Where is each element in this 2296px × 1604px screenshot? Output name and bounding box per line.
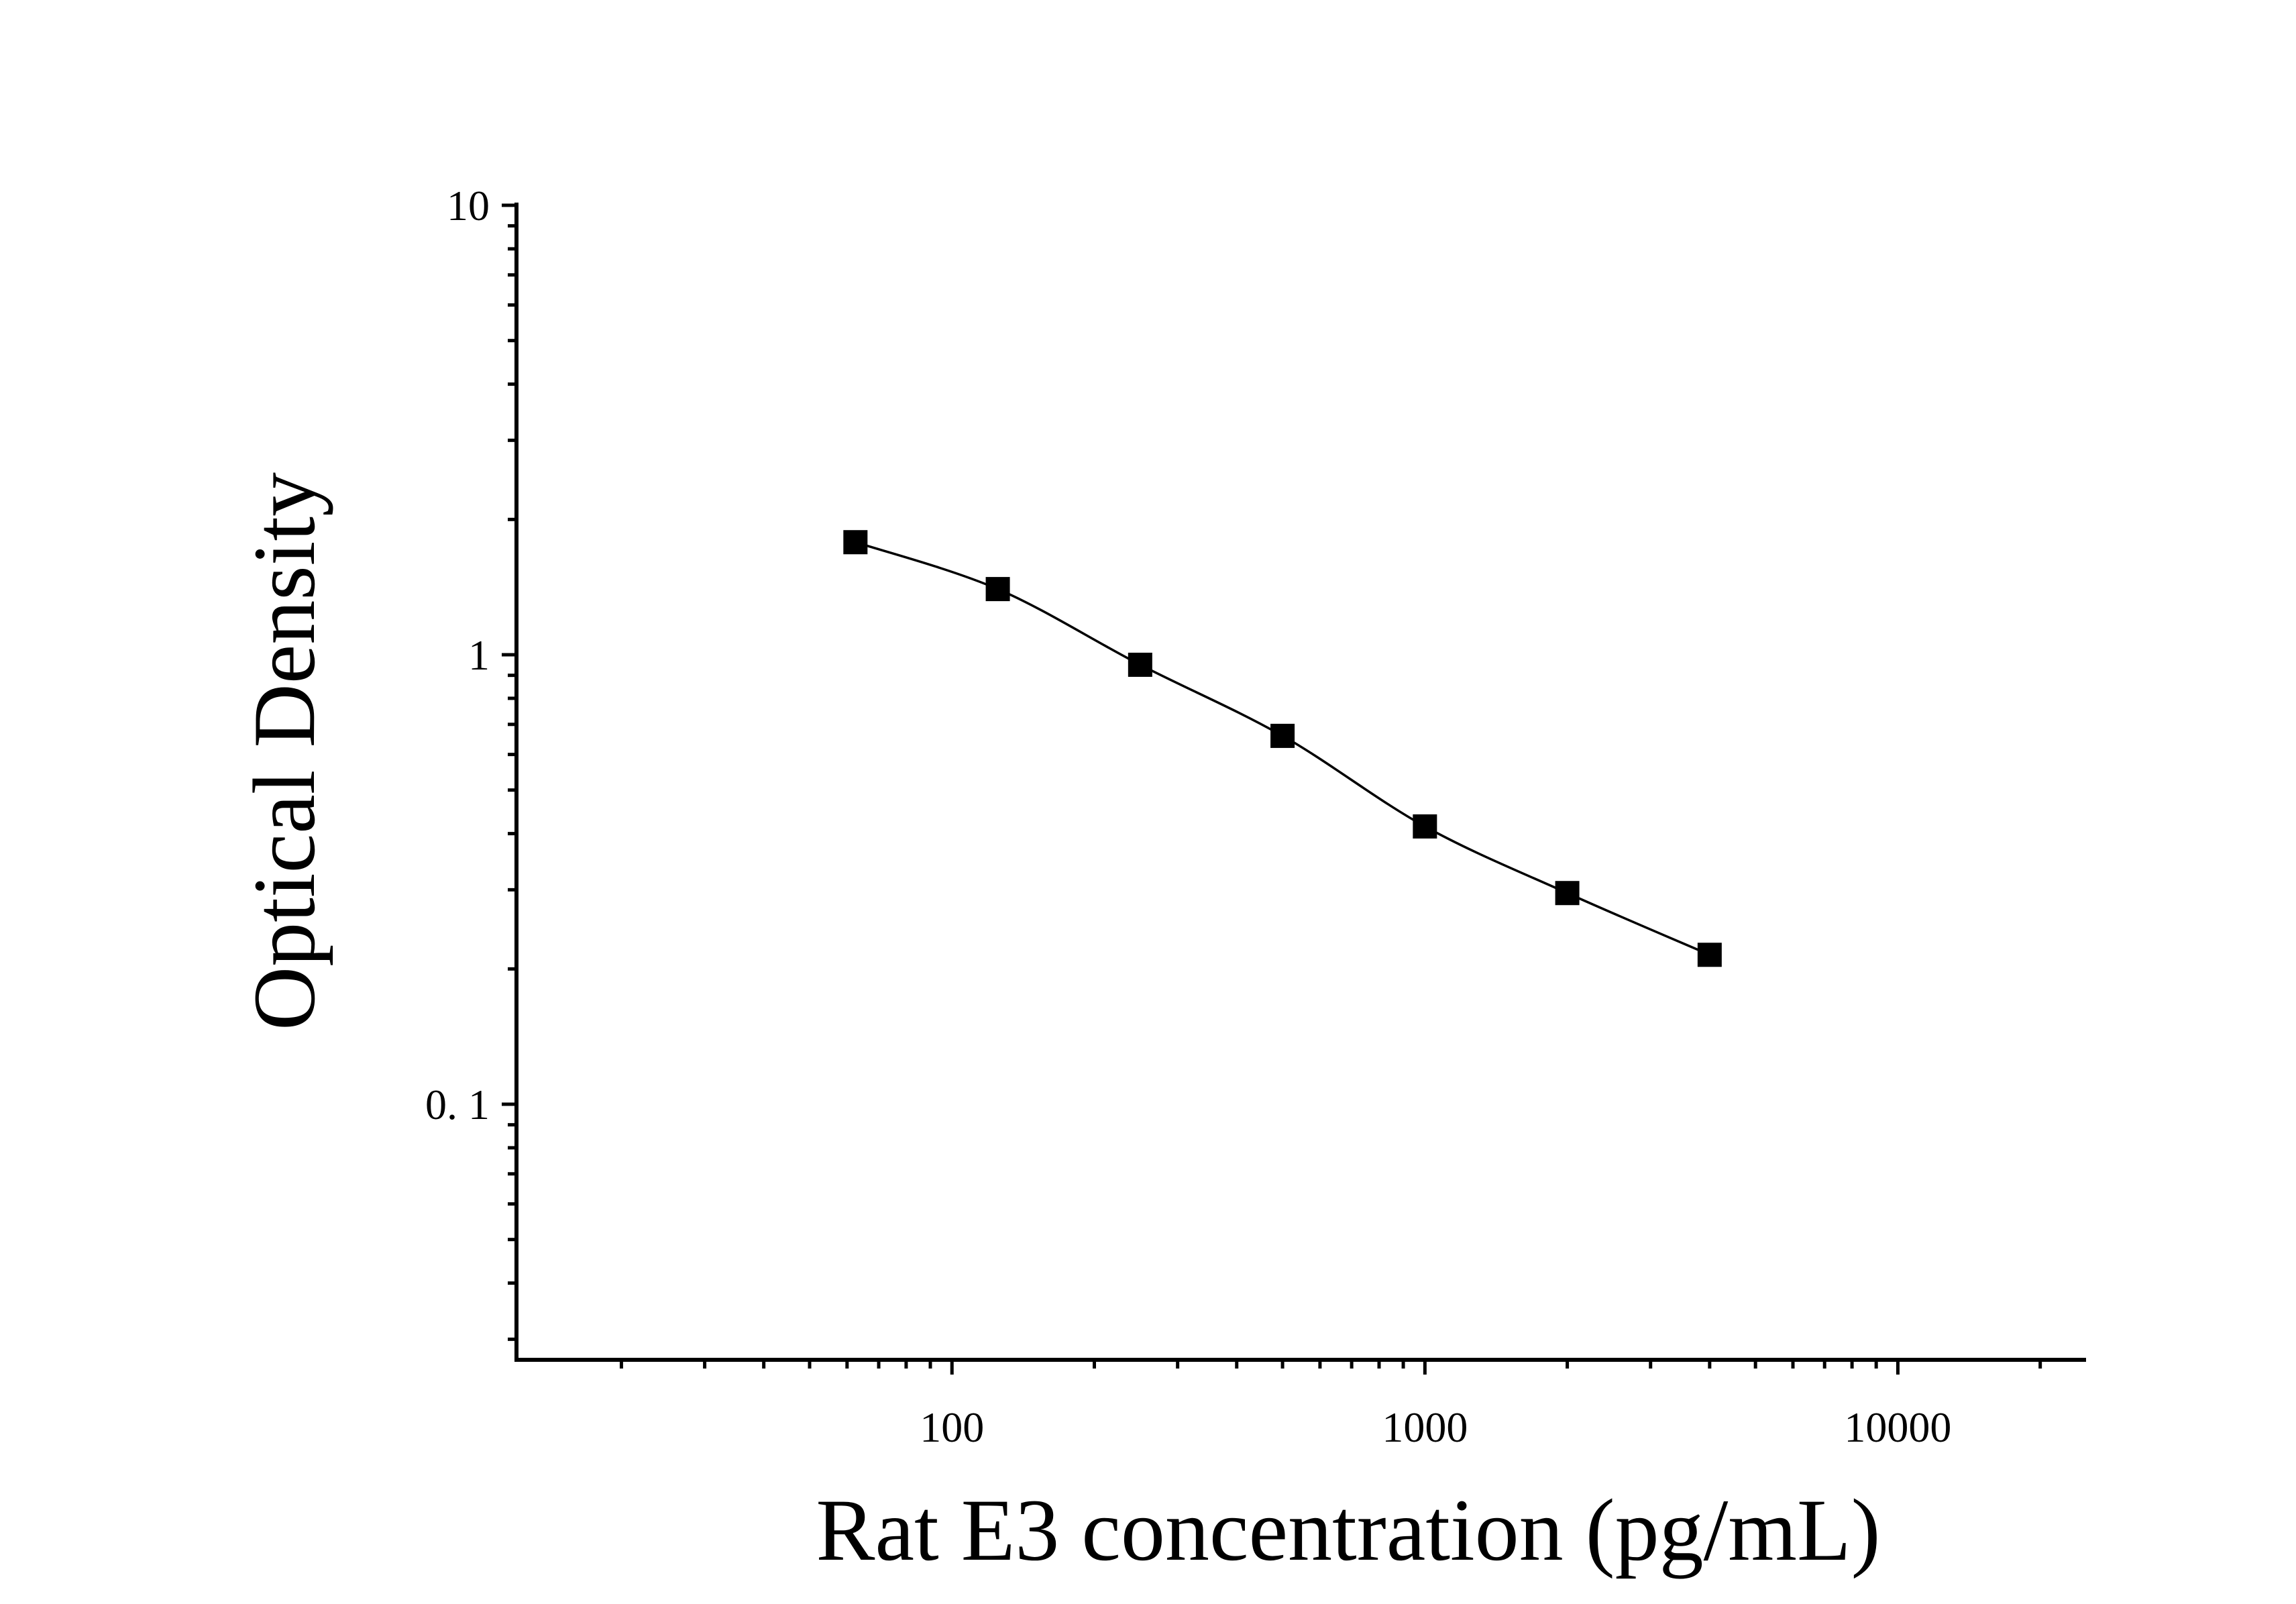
data-point [843,530,868,555]
data-point [985,577,1010,602]
data-points [843,530,1722,967]
x-tick-label: 10000 [1844,1403,1951,1451]
y-axis-title: Optical Density [235,472,333,1030]
y-tick-label: 10 [447,182,490,229]
fit-curve-layer [855,541,1710,956]
x-tick-label: 1000 [1382,1403,1468,1451]
data-point [1270,723,1295,748]
x-tick-label: 100 [920,1403,984,1451]
fit-curve [855,541,1710,956]
ticks: 100 1000 10000 10 1 0. 1 [425,182,2042,1451]
data-point [1413,814,1437,839]
data-point [1697,943,1722,967]
axes [514,203,2086,1362]
y-tick-label: 0. 1 [425,1081,490,1128]
labels: Rat E3 concentration (pg/mL) Optical Den… [235,472,1881,1579]
y-tick-label: 1 [468,631,490,679]
data-point [1128,652,1152,677]
data-point [1555,881,1580,906]
x-axis-title: Rat E3 concentration (pg/mL) [816,1481,1880,1579]
